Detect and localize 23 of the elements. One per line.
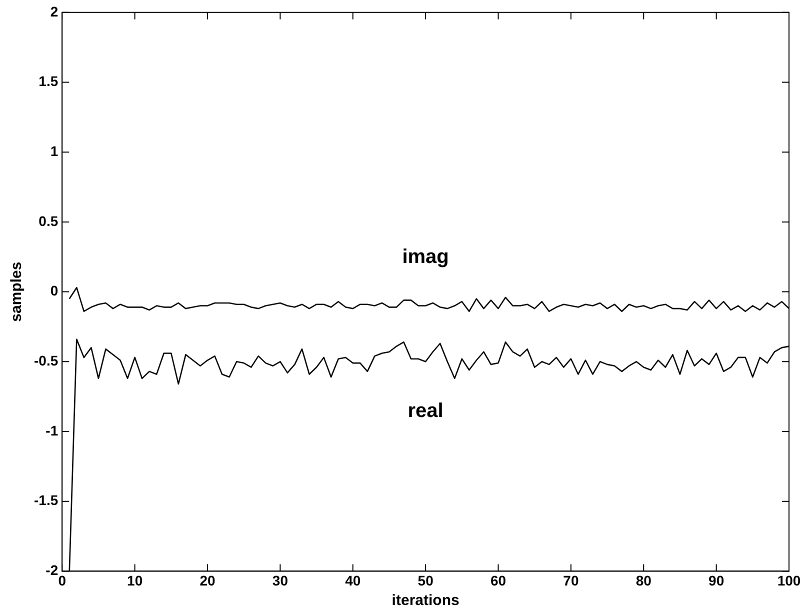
x-tick-label: 40 <box>345 572 361 588</box>
x-tick-label: 30 <box>272 572 288 588</box>
y-tick-label: -1.5 <box>34 492 58 508</box>
x-tick-label: 100 <box>777 572 801 588</box>
x-tick-label: 70 <box>563 572 579 588</box>
y-axis-title: samples <box>8 262 26 322</box>
y-tick-label: 1.5 <box>38 73 58 90</box>
y-tick-label: 2 <box>50 3 58 20</box>
x-tick-label: 10 <box>127 572 143 588</box>
y-tick-label: 1 <box>50 142 58 159</box>
y-tick-label: -2 <box>46 562 58 578</box>
x-axis-title: iterations <box>392 592 460 610</box>
series-label: imag <box>402 246 449 268</box>
x-tick-label: 50 <box>418 572 434 588</box>
x-tick-label: 80 <box>636 572 652 588</box>
x-tick-label: 90 <box>708 572 724 588</box>
x-tick-label: 20 <box>200 572 216 588</box>
y-tick-label: -0.5 <box>34 352 58 369</box>
y-tick-label: 0 <box>50 282 58 299</box>
y-tick-label: 0.5 <box>38 212 58 229</box>
series-label: real <box>408 400 444 422</box>
y-tick-label: -1 <box>46 422 58 438</box>
x-tick-label: 60 <box>490 572 506 588</box>
